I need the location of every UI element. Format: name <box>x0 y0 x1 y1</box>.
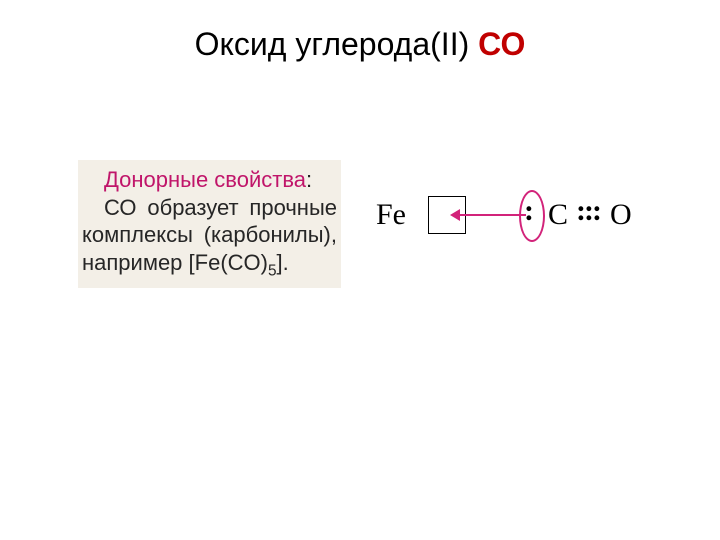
textbox-colon: : <box>306 167 312 192</box>
textbox-lead-line: Донорные свойства: <box>82 166 337 194</box>
title-co: СО <box>478 26 525 62</box>
triple-bond-dots: ::: <box>576 194 600 228</box>
page-title: Оксид углерода(II) СО <box>0 26 720 63</box>
textbox-body-2b: ]. <box>277 250 289 275</box>
fe-atom: Fe <box>376 198 406 232</box>
lone-pair-dots: : <box>524 194 532 228</box>
o-atom: O <box>610 198 632 232</box>
c-atom: C <box>548 198 568 232</box>
lone-pair-ellipse-icon <box>519 190 545 242</box>
title-prefix: Оксид углерода(II) <box>195 26 478 62</box>
donor-arrow-line <box>458 214 526 216</box>
textbox-sub: 5 <box>268 262 277 279</box>
donor-properties-textbox: Донорные свойства: СО образует прочные к… <box>78 160 341 288</box>
textbox-body-2: комплексы (карбонилы), например [Fe(CO) <box>82 222 337 275</box>
bonding-diagram: Fe : C ::: O <box>376 198 706 258</box>
donor-arrow-head-icon <box>450 209 460 221</box>
textbox-body-1: СО образует прочные <box>104 195 337 220</box>
textbox-lead: Донорные свойства <box>104 167 306 192</box>
textbox-body: СО образует прочные комплексы (карбонилы… <box>82 194 337 281</box>
